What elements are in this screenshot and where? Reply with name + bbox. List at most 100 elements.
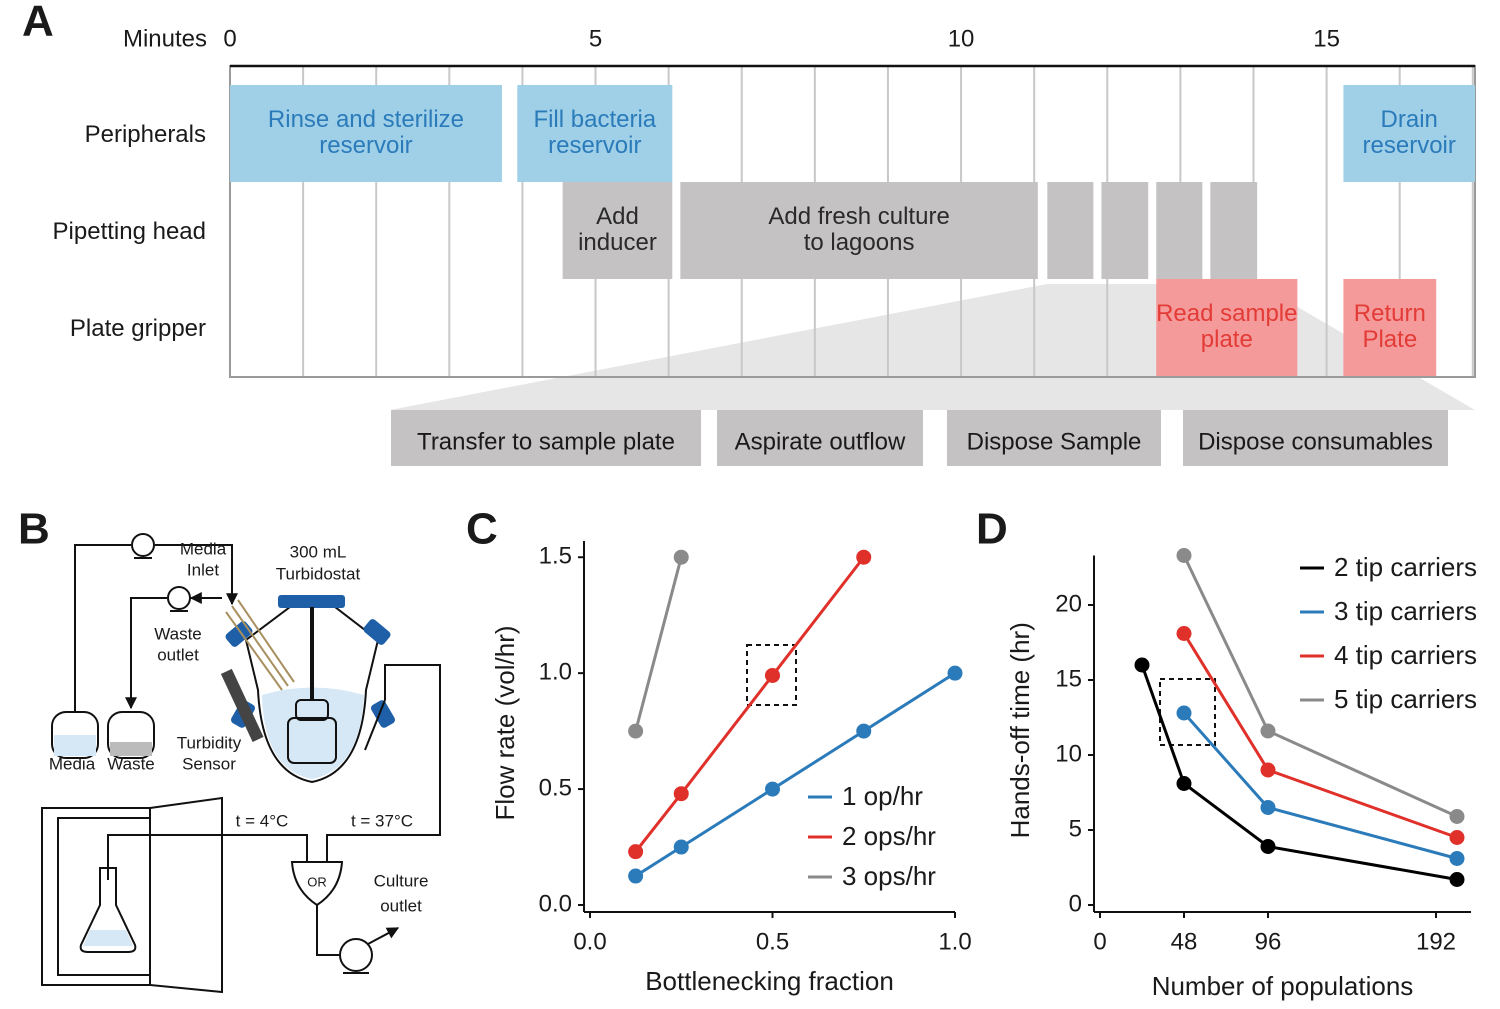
- task-bar: [1210, 182, 1258, 279]
- data-point: [947, 665, 963, 681]
- diagram-label: Media: [180, 539, 227, 558]
- series-line: [1140, 664, 1458, 881]
- gantt: Minutes 0 5 10 15 Peripherals Rinse and steril…: [53, 25, 1476, 466]
- diagram-label: Culture: [374, 871, 429, 890]
- x-tick-label: 96: [1255, 928, 1282, 955]
- tube: [125, 597, 167, 710]
- data-point: [1260, 762, 1276, 778]
- panel-label: C: [466, 505, 498, 554]
- fridge-door: [149, 796, 223, 994]
- x-tick-label: 15: [1313, 25, 1340, 52]
- outlet-arrow: [367, 927, 400, 945]
- task-bar: [562, 182, 673, 279]
- task-label: Plate: [1362, 326, 1417, 353]
- diagram-label: Media: [49, 754, 96, 773]
- x-tick-label: 48: [1171, 928, 1198, 955]
- x-tick-label: 0: [223, 25, 236, 52]
- task-label: reservoir: [1363, 132, 1456, 159]
- diagram-label: Waste: [107, 754, 155, 773]
- legend-label: 2 tip carriers: [1334, 552, 1477, 582]
- tube: [316, 905, 340, 956]
- task-bar: [230, 85, 502, 182]
- y-tick-label: 5: [1069, 815, 1082, 842]
- data-point: [765, 781, 780, 797]
- task-bar: [1343, 85, 1475, 182]
- task-label: reservoir: [319, 132, 412, 159]
- waste-liquid: [110, 742, 152, 756]
- diagram-label: OR: [307, 874, 327, 889]
- row-label: Peripherals: [85, 121, 206, 148]
- step-label: Aspirate outflow: [735, 428, 906, 455]
- data-point: [765, 667, 780, 683]
- task-bar: [680, 182, 1038, 279]
- row-label: Plate gripper: [70, 315, 206, 342]
- legend-label: 2 ops/hr: [842, 821, 936, 851]
- legend-label: 1 op/hr: [842, 781, 923, 811]
- step-label: Dispose consumables: [1198, 428, 1433, 455]
- x-axis-label: Number of populations: [1152, 971, 1414, 1001]
- x-axis-label: Bottlenecking fraction: [645, 966, 894, 996]
- flask: [79, 867, 137, 953]
- diagram-label: Sensor: [182, 754, 236, 773]
- diagram-label: outlet: [380, 896, 422, 915]
- data-point: [673, 549, 689, 565]
- diagram-label: t = 4°C: [236, 811, 289, 830]
- port: [371, 700, 395, 728]
- row-label: Pipetting head: [53, 218, 206, 245]
- task-label: to lagoons: [804, 229, 915, 256]
- data-point: [1134, 657, 1150, 673]
- task-bar: [1343, 279, 1437, 376]
- series-line: [634, 556, 865, 853]
- tube: [107, 834, 308, 880]
- series-line: [1182, 712, 1458, 860]
- y-tick-label: 20: [1055, 590, 1082, 617]
- task-label: Rinse and sterilize: [268, 106, 464, 133]
- y-tick-label: 15: [1055, 665, 1082, 692]
- data-point: [1260, 839, 1276, 854]
- data-point: [1449, 809, 1465, 824]
- task-label: Fill bacteria: [533, 106, 656, 133]
- task-label: reservoir: [548, 132, 641, 159]
- data-point: [1176, 548, 1192, 563]
- task-label: Drain: [1381, 106, 1438, 133]
- y-tick-label: 0: [1069, 890, 1082, 917]
- tube: [74, 544, 131, 712]
- data-point: [1449, 851, 1465, 866]
- step-box: [947, 410, 1161, 466]
- task-label: inducer: [578, 229, 657, 256]
- y-tick-label: 0.0: [539, 890, 572, 917]
- task-label: Read sample: [1156, 300, 1297, 327]
- task-bar: [1101, 182, 1149, 279]
- culture: [262, 687, 364, 779]
- vial: [295, 699, 329, 721]
- vial: [287, 717, 337, 764]
- legend-label: 4 tip carriers: [1334, 640, 1477, 670]
- pump: [339, 938, 373, 972]
- tube: [155, 544, 238, 606]
- legend-label: 5 tip carriers: [1334, 684, 1477, 714]
- series-line: [634, 556, 683, 732]
- x-axis-label: Minutes: [123, 25, 207, 52]
- data-point: [856, 723, 872, 739]
- x-tick-label: 0: [1093, 928, 1106, 955]
- step-box: [717, 410, 923, 466]
- data-point: [628, 723, 644, 739]
- diagram-label: Turbidity: [177, 733, 242, 752]
- x-tick-label: 0.0: [573, 928, 606, 955]
- data-point: [1176, 705, 1192, 721]
- data-point: [673, 839, 689, 855]
- x-tick-label: 192: [1416, 928, 1456, 955]
- sensor: [220, 668, 264, 742]
- x-tick-label: 1.0: [938, 928, 971, 955]
- step-label: Transfer to sample plate: [417, 428, 675, 455]
- data-point: [1176, 776, 1192, 791]
- step-box: [391, 410, 701, 466]
- legend-label: 3 tip carriers: [1334, 596, 1477, 626]
- diagram-label: 300 mL: [290, 542, 347, 561]
- panel-label: B: [18, 505, 50, 554]
- legend-label: 3 ops/hr: [842, 861, 936, 891]
- step-label: Dispose Sample: [967, 428, 1142, 455]
- flask-liquid: [83, 930, 133, 946]
- x-tick-label: 10: [948, 25, 975, 52]
